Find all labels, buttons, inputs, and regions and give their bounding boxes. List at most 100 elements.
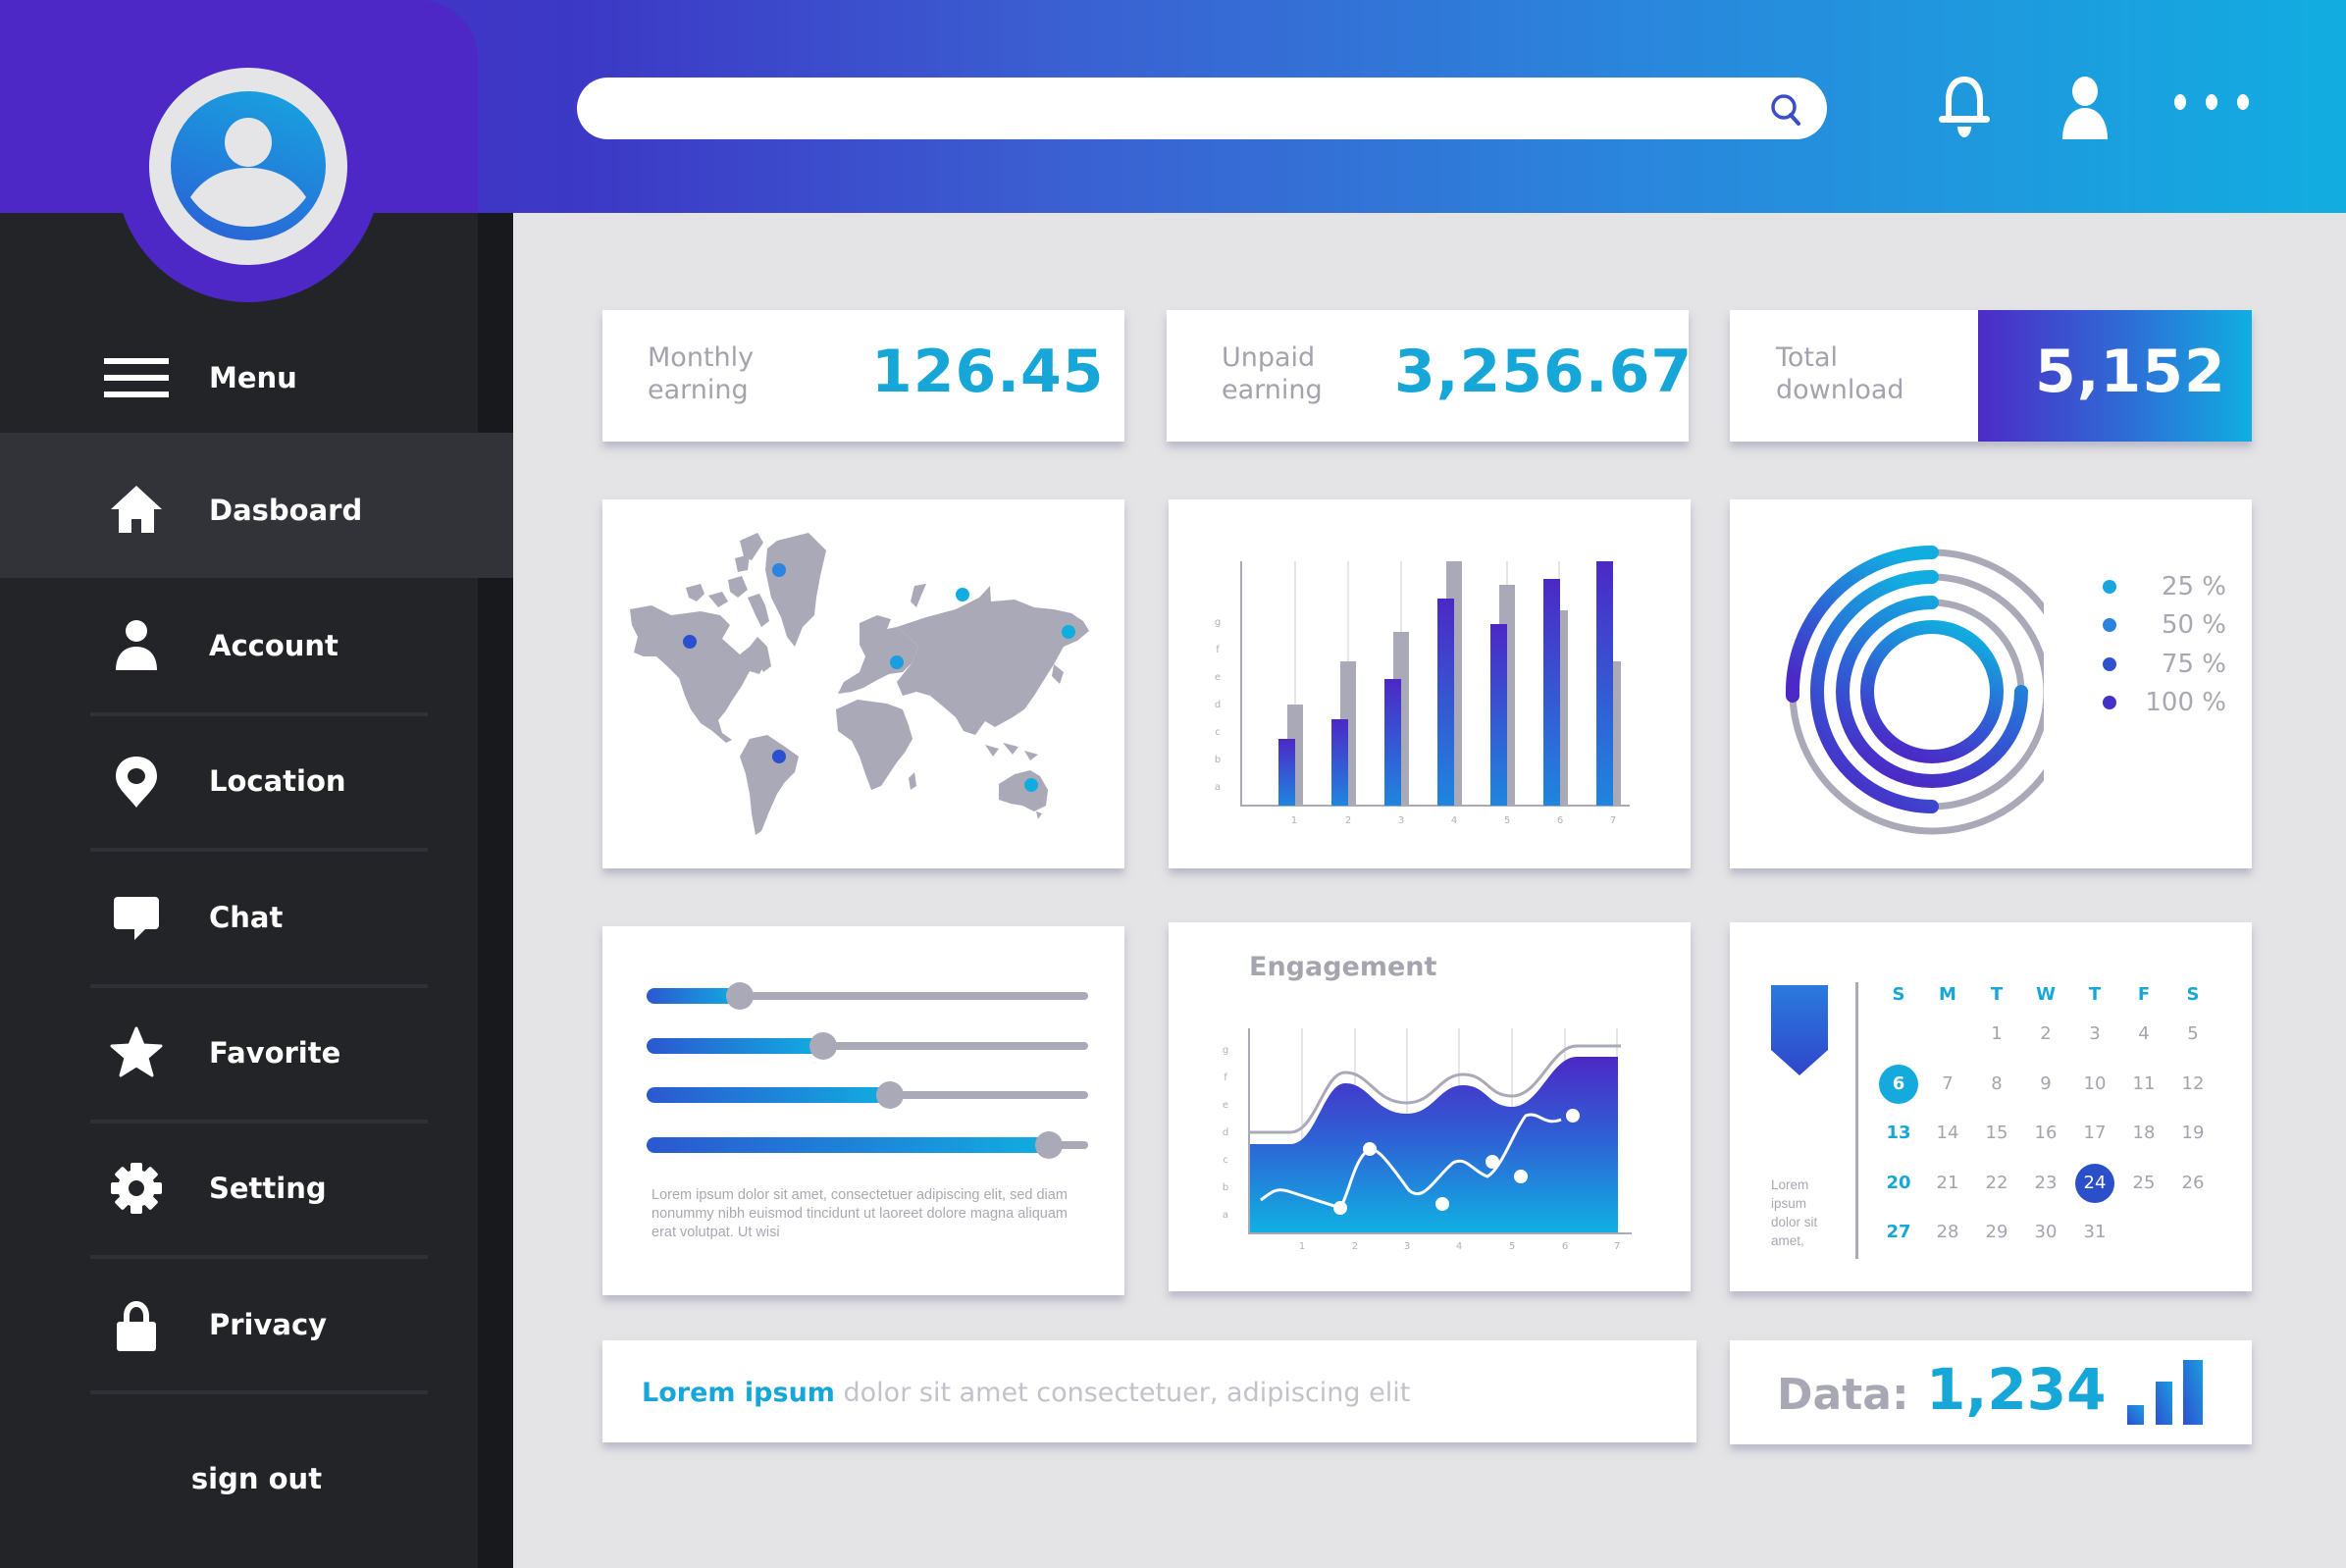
calendar-day[interactable]: 26 bbox=[2181, 1173, 2205, 1193]
world-map-card bbox=[602, 499, 1124, 868]
slider-1[interactable] bbox=[647, 982, 1088, 1010]
legend-dot bbox=[2103, 618, 2116, 632]
legend-dot bbox=[2103, 580, 2116, 594]
calendar-day[interactable]: 13 bbox=[1886, 1123, 1911, 1143]
calendar-day[interactable]: 10 bbox=[2083, 1073, 2107, 1094]
calendar-day[interactable]: 22 bbox=[1985, 1173, 2008, 1193]
user-icon[interactable] bbox=[2051, 71, 2119, 141]
banner-highlight[interactable]: Lorem ipsum bbox=[642, 1378, 835, 1408]
weekday-header: T bbox=[1990, 984, 2004, 1005]
calendar-day[interactable]: 1 bbox=[1991, 1023, 2003, 1044]
calendar-day[interactable]: 7 bbox=[1942, 1073, 1954, 1094]
calendar-day[interactable]: 11 bbox=[2132, 1073, 2156, 1094]
slider-handle[interactable] bbox=[809, 1032, 837, 1060]
legend-item: 25 % bbox=[2103, 572, 2226, 601]
stat-card-unpaid-earning: Unpaid earning 3,256.67 bbox=[1167, 310, 1692, 442]
sidebar-item-setting[interactable]: Setting bbox=[0, 1144, 478, 1232]
legend-dot bbox=[2103, 696, 2116, 709]
calendar-day[interactable]: 31 bbox=[2083, 1222, 2107, 1242]
svg-text:a: a bbox=[1223, 1210, 1228, 1221]
slider-handle[interactable] bbox=[875, 1081, 904, 1109]
calendar-day[interactable]: 23 bbox=[2034, 1173, 2058, 1193]
sidebar-item-favorite[interactable]: Favorite bbox=[0, 1009, 478, 1097]
user-icon bbox=[116, 620, 157, 670]
calendar-day[interactable]: 19 bbox=[2181, 1123, 2205, 1143]
calendar-day[interactable]: 24 bbox=[2075, 1164, 2114, 1203]
calendar-day[interactable]: 18 bbox=[2132, 1123, 2156, 1143]
sidebar-item-location[interactable]: Location bbox=[0, 737, 478, 825]
legend-item: 50 % bbox=[2103, 610, 2226, 640]
data-label: Data: bbox=[1777, 1370, 1909, 1420]
stat-label: Total bbox=[1776, 342, 1839, 373]
menu-label: Menu bbox=[209, 361, 297, 394]
bar-chart-card: a b c d e f g 1 2 3 4 5 6 7 bbox=[1169, 499, 1691, 868]
calendar-day[interactable]: 5 bbox=[2187, 1023, 2199, 1044]
svg-text:b: b bbox=[1223, 1182, 1228, 1193]
svg-text:7: 7 bbox=[1610, 815, 1616, 826]
calendar-day[interactable]: 6 bbox=[1879, 1065, 1918, 1104]
slider-3[interactable] bbox=[647, 1081, 1088, 1109]
search-input[interactable] bbox=[606, 78, 1745, 139]
calendar-day[interactable]: 12 bbox=[2181, 1073, 2205, 1094]
calendar-day[interactable]: 2 bbox=[2040, 1023, 2052, 1044]
calendar-day[interactable]: 20 bbox=[1886, 1173, 1911, 1193]
info-banner: Lorem ipsum dolor sit amet consectetuer,… bbox=[602, 1340, 1696, 1442]
sidebar-item-label: Account bbox=[209, 629, 339, 662]
menu-toggle[interactable]: Menu bbox=[0, 334, 478, 422]
slider-handle[interactable] bbox=[725, 982, 754, 1010]
svg-text:e: e bbox=[1223, 1100, 1228, 1111]
search-bar[interactable] bbox=[577, 78, 1827, 139]
calendar-day[interactable]: 15 bbox=[1985, 1123, 2008, 1143]
slider-4[interactable] bbox=[647, 1131, 1088, 1159]
calendar-day[interactable]: 28 bbox=[1936, 1222, 1959, 1242]
stat-highlight: 5,152 bbox=[1978, 310, 2252, 442]
calendar-day[interactable]: 16 bbox=[2034, 1123, 2058, 1143]
signal-bars-icon bbox=[2127, 1360, 2203, 1425]
location-pin-icon bbox=[116, 757, 157, 808]
radial-progress-chart bbox=[1785, 546, 2044, 835]
divider bbox=[90, 712, 428, 716]
calendar-day[interactable]: 14 bbox=[1936, 1123, 1959, 1143]
calendar-day[interactable]: 4 bbox=[2138, 1023, 2150, 1044]
divider bbox=[90, 1255, 428, 1259]
calendar-day[interactable]: 29 bbox=[1985, 1222, 2008, 1242]
calendar-divider bbox=[1855, 982, 1858, 1259]
svg-text:d: d bbox=[1215, 700, 1221, 710]
calendar-day[interactable]: 8 bbox=[1991, 1073, 2003, 1094]
calendar-day[interactable]: 3 bbox=[2089, 1023, 2101, 1044]
slider-handle[interactable] bbox=[1034, 1131, 1063, 1159]
calendar-day[interactable]: 9 bbox=[2040, 1073, 2052, 1094]
sidebar-item-dashboard[interactable]: Dasboard bbox=[0, 466, 478, 554]
slider-2[interactable] bbox=[647, 1032, 1088, 1060]
calendar-day[interactable]: 27 bbox=[1886, 1222, 1911, 1242]
stat-card-total-download: Total download 5,152 bbox=[1730, 310, 2252, 442]
calendar-day[interactable]: 25 bbox=[2132, 1173, 2156, 1193]
sidebar-item-account[interactable]: Account bbox=[0, 601, 478, 690]
calendar-day[interactable]: 17 bbox=[2083, 1123, 2107, 1143]
sign-out-button[interactable]: sign out bbox=[190, 1462, 323, 1495]
gear-icon bbox=[111, 1163, 162, 1214]
bar-chart: a b c d e f g 1 2 3 4 5 6 7 bbox=[1215, 561, 1630, 826]
stat-value: 126.45 bbox=[871, 338, 1105, 406]
sidebar-edge bbox=[478, 213, 513, 1568]
hamburger-icon[interactable] bbox=[104, 356, 169, 399]
bell-icon[interactable] bbox=[1930, 71, 1999, 141]
svg-text:a: a bbox=[1215, 782, 1221, 793]
divider bbox=[90, 1120, 428, 1124]
svg-text:e: e bbox=[1215, 672, 1221, 683]
sidebar-item-privacy[interactable]: Privacy bbox=[0, 1281, 478, 1369]
more-icon[interactable] bbox=[2170, 71, 2253, 141]
bookmark-icon bbox=[1771, 985, 1828, 1075]
svg-text:7: 7 bbox=[1614, 1241, 1620, 1252]
svg-text:b: b bbox=[1215, 755, 1221, 765]
home-icon bbox=[111, 486, 162, 533]
stat-label: earning bbox=[648, 375, 749, 405]
stat-label: Monthly bbox=[648, 342, 755, 373]
calendar-day[interactable]: 21 bbox=[1936, 1173, 1959, 1193]
svg-text:3: 3 bbox=[1398, 815, 1404, 826]
search-icon[interactable] bbox=[1766, 90, 1805, 130]
calendar-note: Lorem ipsum dolor sit amet, bbox=[1771, 1177, 1818, 1248]
sidebar-item-chat[interactable]: Chat bbox=[0, 873, 478, 962]
map-markers bbox=[683, 563, 1075, 792]
calendar-day[interactable]: 30 bbox=[2034, 1222, 2058, 1242]
